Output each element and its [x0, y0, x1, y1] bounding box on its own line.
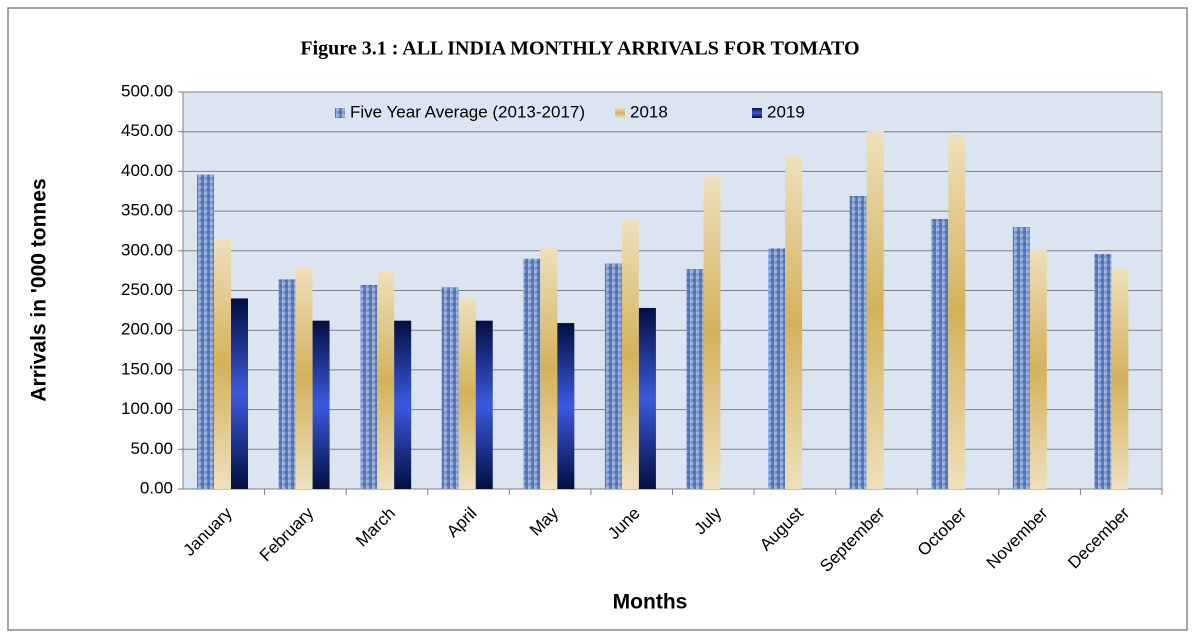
bar: [295, 266, 313, 489]
bar: [360, 284, 378, 489]
bar: [638, 307, 656, 489]
bar: [523, 258, 541, 489]
bar: [475, 320, 493, 489]
chart-title: Figure 3.1 : ALL INDIA MONTHLY ARRIVALS …: [300, 38, 859, 60]
bar: [948, 134, 966, 489]
bar: [1029, 249, 1047, 489]
y-tick-label: 300.00: [121, 240, 173, 259]
y-tick-label: 450.00: [121, 121, 173, 140]
bar: [540, 247, 558, 489]
y-tick-label: 200.00: [121, 320, 173, 339]
y-tick-label: 500.00: [121, 81, 173, 100]
y-tick-label: 400.00: [121, 161, 173, 180]
y-axis-label: Arrivals in '000 tonnes: [28, 178, 51, 401]
bar: [686, 269, 704, 489]
bar: [785, 155, 803, 489]
y-tick-label: 50.00: [130, 439, 173, 458]
bar: [604, 263, 622, 489]
legend-label: 2019: [767, 102, 805, 121]
y-tick-label: 350.00: [121, 201, 173, 220]
bar: [849, 196, 867, 489]
legend-swatch: [615, 108, 625, 118]
legend-label: 2018: [630, 102, 668, 121]
legend-swatch: [752, 108, 762, 118]
x-axis-label: Months: [613, 591, 688, 614]
bar: [441, 287, 459, 489]
bar: [703, 176, 721, 489]
y-tick-label: 0.00: [140, 478, 173, 497]
bar: [1094, 253, 1112, 489]
bar: [377, 271, 395, 489]
y-tick-label: 150.00: [121, 359, 173, 378]
bar: [197, 174, 214, 490]
bar: [231, 298, 248, 489]
y-tick-label: 100.00: [121, 399, 173, 418]
legend-swatch: [335, 108, 345, 118]
bar: [312, 320, 330, 489]
bar: [557, 323, 575, 489]
y-tick-label: 250.00: [121, 280, 173, 299]
legend-label: Five Year Average (2013-2017): [350, 102, 585, 121]
bar: [931, 219, 949, 490]
bar: [866, 130, 884, 489]
bar: [214, 238, 231, 489]
bar: [1111, 269, 1129, 489]
bar: [768, 248, 786, 489]
bar: [278, 279, 296, 489]
bar: [394, 320, 412, 489]
bar: [1012, 226, 1030, 490]
bar: [458, 298, 476, 489]
bar: [621, 219, 639, 490]
